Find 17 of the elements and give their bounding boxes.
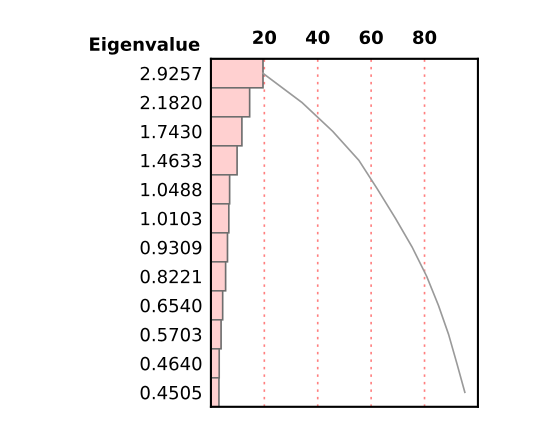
y-tick-label: 0.9309 bbox=[140, 240, 202, 254]
y-tick-label: 1.7430 bbox=[141, 124, 202, 138]
y-tick-label: 1.0488 bbox=[141, 182, 202, 196]
x-tick-label: 60 bbox=[360, 30, 383, 44]
y-tick-label: 0.5703 bbox=[140, 328, 202, 342]
y-tick-label: 0.6540 bbox=[140, 298, 202, 312]
x-tick-label: 20 bbox=[253, 30, 276, 44]
y-axis-title: Eigenvalue bbox=[90, 36, 200, 55]
x-tick-label: 40 bbox=[306, 30, 330, 44]
y-tick-label: 2.1820 bbox=[140, 96, 202, 110]
y-tick-label: 2.9257 bbox=[140, 66, 202, 80]
x-tick-label: 80 bbox=[413, 30, 436, 44]
y-tick-label: 0.8221 bbox=[140, 270, 201, 284]
y-tick-label: 1.4633 bbox=[141, 154, 202, 168]
y-tick-label: 1.0103 bbox=[141, 212, 202, 226]
y-tick-label: 0.4505 bbox=[140, 386, 202, 400]
y-tick-label: 0.4640 bbox=[140, 356, 202, 370]
